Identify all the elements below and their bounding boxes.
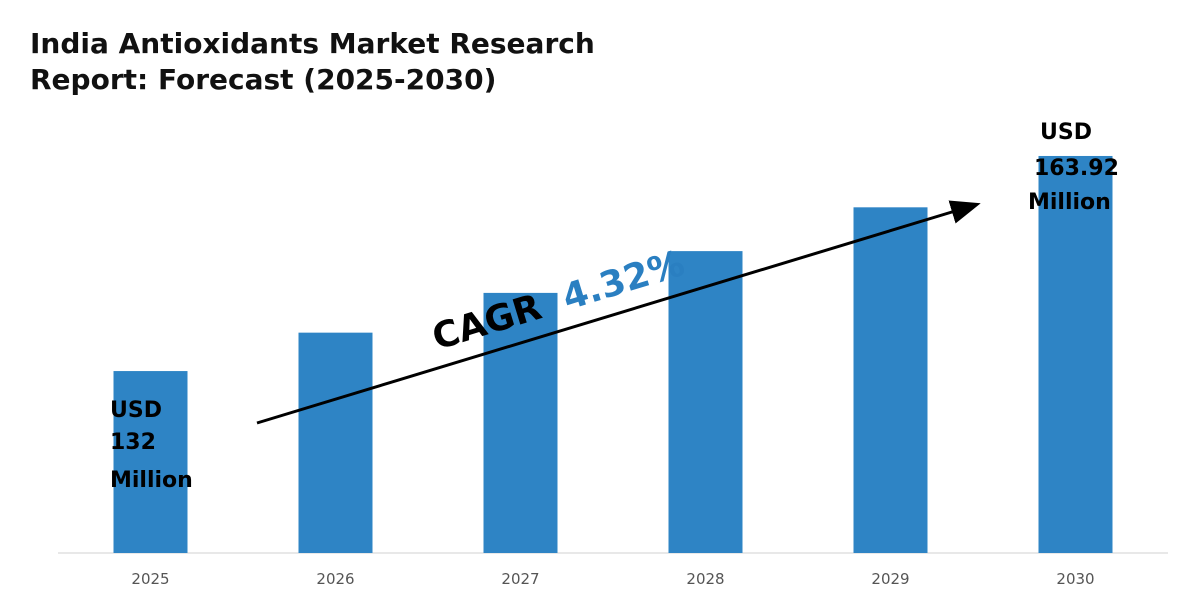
start-value-label: USD 132 Million [110, 398, 193, 493]
bars-group [113, 155, 1113, 553]
chart-title: India Antioxidants Market Research Repor… [30, 27, 595, 96]
end-value-line-3: Million [1028, 190, 1111, 215]
growth-arrow [256, 200, 981, 425]
bar-2025 [113, 371, 188, 553]
bar-2029 [853, 207, 928, 553]
x-tick-label-2026: 2026 [316, 570, 354, 588]
start-value-line-2: 132 [110, 430, 156, 455]
x-tick-labels: 2025 2026 2027 2028 2029 2030 [131, 570, 1094, 588]
x-tick-label-2028: 2028 [686, 570, 724, 588]
cagr-annotation: CAGR 4.32% [428, 243, 690, 359]
bar-2030 [1038, 155, 1113, 553]
x-tick-label-2027: 2027 [501, 570, 539, 588]
start-value-line-1: USD [110, 398, 162, 423]
end-value-label: USD 163.92 Million [1028, 120, 1119, 215]
x-tick-label-2030: 2030 [1056, 570, 1094, 588]
start-value-line-3: Million [110, 468, 193, 493]
bar-2028 [668, 251, 743, 553]
x-tick-label-2029: 2029 [871, 570, 909, 588]
end-value-line-2: 163.92 [1034, 156, 1119, 181]
end-value-line-1: USD [1040, 120, 1092, 145]
x-tick-label-2025: 2025 [131, 570, 169, 588]
bar-2026 [298, 332, 373, 553]
